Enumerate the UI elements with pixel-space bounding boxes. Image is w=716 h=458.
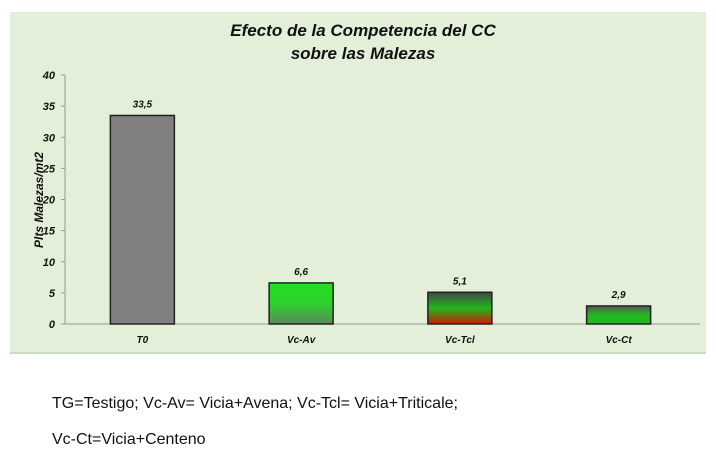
y-tick-label: 40 <box>42 70 56 82</box>
x-tick-label: T0 <box>137 335 149 346</box>
bar-vc-ct <box>585 305 652 325</box>
y-tick-label: 20 <box>42 195 56 207</box>
footnote-line-1: TG=Testigo; Vc-Av= Vicia+Avena; Vc-Tcl= … <box>52 395 458 412</box>
bar-vc-tcl <box>427 291 493 325</box>
x-tick-label: Vc-Ct <box>606 335 633 346</box>
chart-title-line2: sobre las Malezas <box>291 44 436 63</box>
bar-vc-av <box>268 282 334 325</box>
data-label: 5,1 <box>453 276 467 287</box>
y-tick-label: 25 <box>42 163 56 175</box>
x-tick-label: Vc-Av <box>287 335 317 346</box>
y-tick-label: 35 <box>43 101 56 113</box>
chart-area: Efecto de la Competencia del CC sobre la… <box>10 12 706 354</box>
bar-t0 <box>109 114 176 325</box>
data-label: 2,9 <box>611 290 626 301</box>
y-axis-label: Plts Malezas/mt2 <box>32 152 46 248</box>
chart-title-line1: Efecto de la Competencia del CC <box>230 21 496 40</box>
y-tick-label: 5 <box>49 288 56 300</box>
data-label: 33,5 <box>133 99 153 110</box>
data-label: 6,6 <box>294 267 308 278</box>
y-tick-label: 30 <box>43 132 56 144</box>
bar-chart: Efecto de la Competencia del CC sobre la… <box>32 21 700 346</box>
y-tick-label: 15 <box>43 226 56 238</box>
footnote: TG=Testigo; Vc-Av= Vicia+Avena; Vc-Tcl= … <box>52 386 458 458</box>
y-tick-label: 10 <box>43 257 56 269</box>
x-tick-label: Vc-Tcl <box>445 335 475 346</box>
footnote-line-2: Vc-Ct=Vicia+Centeno <box>52 431 206 448</box>
y-tick-label: 0 <box>49 319 56 331</box>
